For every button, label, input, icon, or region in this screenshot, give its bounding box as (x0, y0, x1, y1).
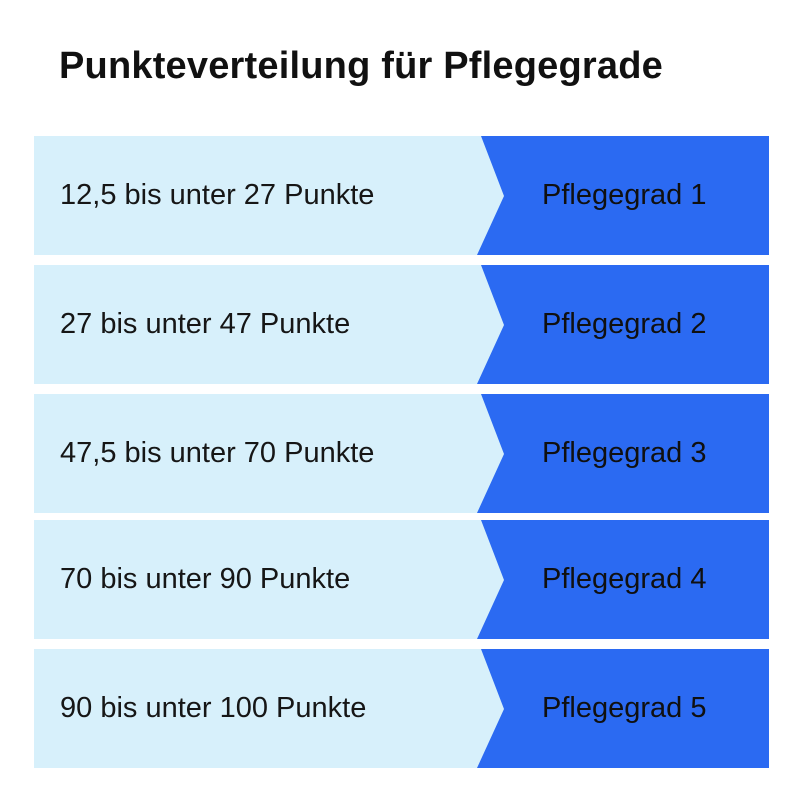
diagram-title: Punkteverteilung für Pflegegrade (59, 45, 663, 87)
points-range-label: 70 bis unter 90 Punkte (60, 563, 351, 595)
care-grade-label: Pflegegrad 5 (542, 692, 707, 724)
grade-row-2: 27 bis unter 47 Punkte Pflegegrad 2 (34, 265, 769, 384)
points-range-label: 27 bis unter 47 Punkte (60, 308, 351, 340)
care-grade-label: Pflegegrad 4 (542, 563, 707, 595)
grade-row-background (34, 265, 769, 384)
care-grade-label: Pflegegrad 2 (542, 308, 707, 340)
grade-row-background (34, 394, 769, 513)
care-grade-label: Pflegegrad 1 (542, 179, 707, 211)
grade-row-1: 12,5 bis unter 27 Punkte Pflegegrad 1 (34, 136, 769, 255)
grade-row-4: 70 bis unter 90 Punkte Pflegegrad 4 (34, 520, 769, 639)
grade-row-5: 90 bis unter 100 Punkte Pflegegrad 5 (34, 649, 769, 768)
care-grade-label: Pflegegrad 3 (542, 437, 707, 469)
grade-row-background (34, 136, 769, 255)
grade-row-3: 47,5 bis unter 70 Punkte Pflegegrad 3 (34, 394, 769, 513)
points-range-label: 47,5 bis unter 70 Punkte (60, 437, 375, 469)
grade-row-background (34, 649, 769, 768)
grade-row-background (34, 520, 769, 639)
points-range-label: 12,5 bis unter 27 Punkte (60, 179, 375, 211)
points-range-label: 90 bis unter 100 Punkte (60, 692, 367, 724)
